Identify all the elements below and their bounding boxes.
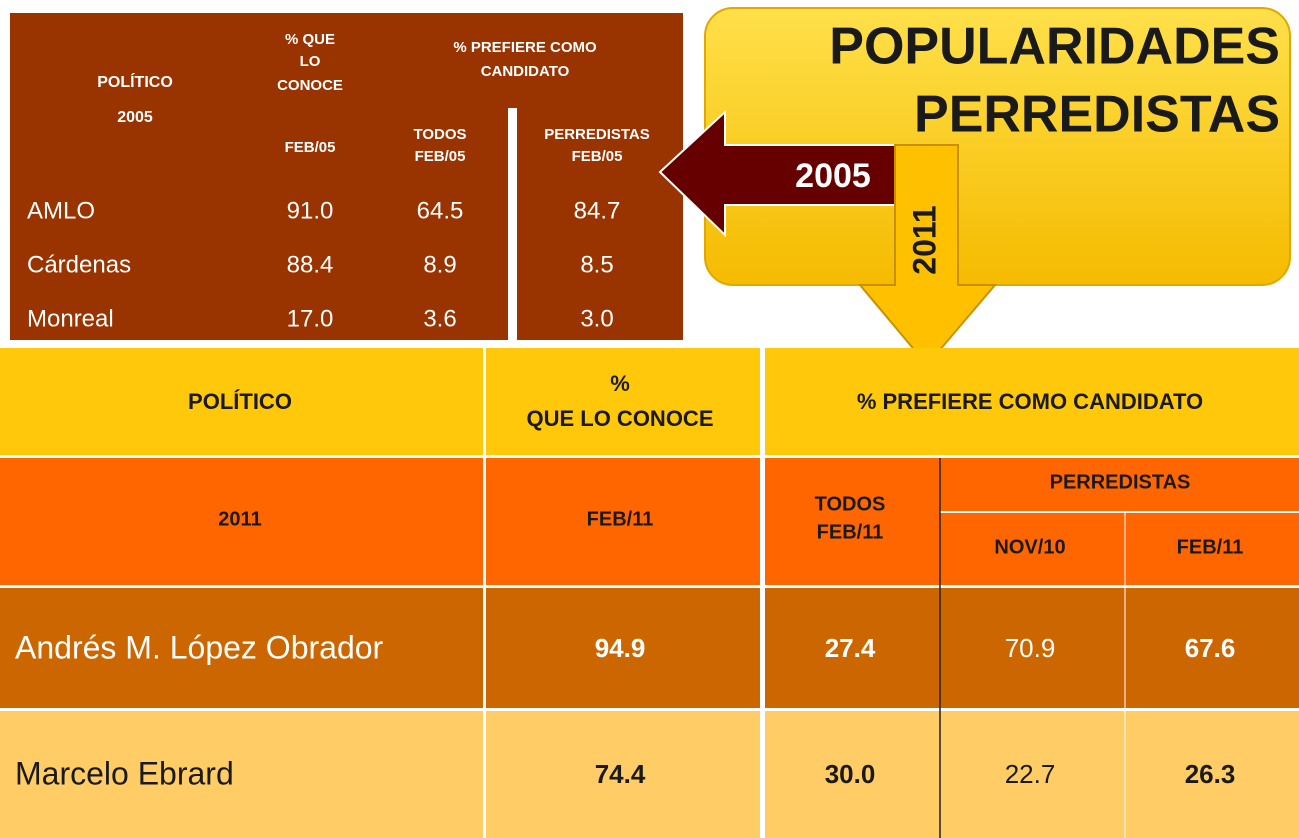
cell [486, 348, 760, 455]
header: 2005 [117, 109, 153, 126]
header: FEB/05 [572, 148, 623, 165]
cell-value: 74.4 [595, 759, 646, 789]
cell-value: 3.0 [580, 305, 613, 332]
header: CANDIDATO [481, 63, 570, 80]
header: TODOS [815, 493, 886, 515]
arrow-down [857, 144, 998, 367]
row-name: Marcelo Ebrard [15, 755, 234, 791]
cell-value: 8.5 [580, 251, 613, 278]
divider [508, 108, 517, 340]
arrow-label: 2005 [795, 157, 871, 195]
cell [486, 711, 760, 838]
title: PERREDISTAS [914, 86, 1280, 144]
cell-value: 91.0 [287, 197, 334, 224]
arrow-label: 2011 [906, 205, 942, 274]
header: % QUE [285, 31, 335, 48]
cell [765, 711, 1299, 838]
cell-value: 27.4 [825, 633, 876, 663]
header: 2011 [218, 508, 261, 530]
header: TODOS [413, 126, 466, 143]
cell [765, 458, 1299, 585]
cell-value: 8.9 [423, 251, 456, 278]
row-name: AMLO [27, 197, 95, 224]
title: POPULARIDADES [829, 18, 1280, 76]
cell-value: 67.6 [1185, 633, 1236, 663]
header: LO [300, 53, 321, 70]
cell-value: 64.5 [417, 197, 464, 224]
header: PERREDISTAS [544, 126, 650, 143]
header: POLÍTICO [97, 72, 173, 91]
header: NOV/10 [994, 536, 1065, 558]
rows-2011: Andrés M. López Obrador 94.9 27.4 70.9 67.6 M… [15, 629, 1235, 791]
header: % PREFIERE COMO CANDIDATO [857, 389, 1203, 414]
row-name: Andrés M. López Obrador [15, 629, 384, 665]
header: QUE LO CONOCE [526, 406, 713, 431]
cell [486, 458, 760, 585]
cell-value: 94.9 [595, 633, 646, 663]
cell-value: 70.9 [1005, 633, 1056, 663]
cell-value: 22.7 [1005, 759, 1056, 789]
header: FEB/05 [285, 139, 336, 156]
header: POLÍTICO [188, 389, 292, 414]
cell-value: 88.4 [287, 251, 334, 278]
cell-value: 84.7 [574, 197, 621, 224]
row-name: Monreal [27, 305, 114, 332]
cell [0, 588, 483, 708]
table-2005-bg [10, 13, 683, 340]
cell [765, 588, 1299, 708]
header: FEB/11 [587, 508, 654, 530]
cell [0, 348, 483, 455]
cell-value: 3.6 [423, 305, 456, 332]
header: FEB/05 [415, 148, 466, 165]
header: CONOCE [277, 77, 343, 94]
rows-2005: AMLO 91.0 64.5 84.7 Cárdenas 88.4 8.9 8.5 Monrea… [27, 197, 620, 332]
header: PERREDISTAS [1050, 471, 1191, 493]
header: % [610, 371, 630, 396]
header: % PREFIERE COMO [453, 39, 597, 56]
cell [765, 348, 1299, 455]
row-name: Cárdenas [27, 251, 131, 278]
cell [0, 458, 483, 585]
cell-value: 17.0 [287, 305, 334, 332]
header: FEB/11 [1177, 536, 1244, 558]
cell [0, 711, 483, 838]
cell [486, 588, 760, 708]
header: FEB/11 [817, 521, 884, 543]
cell-value: 30.0 [825, 759, 876, 789]
cell-value: 26.3 [1185, 759, 1236, 789]
